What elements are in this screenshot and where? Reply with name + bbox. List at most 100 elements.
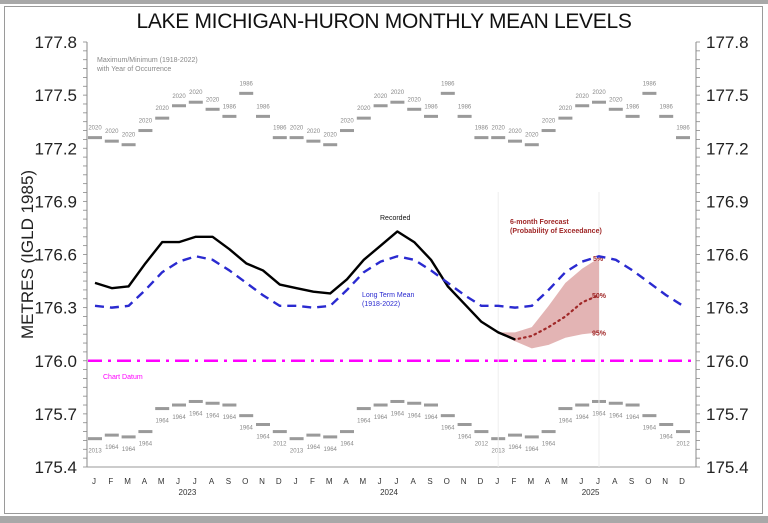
- y-tick-label-right: 175.4: [706, 458, 749, 477]
- y-tick-label-right: 175.7: [706, 405, 749, 424]
- min-year-label: 1964: [408, 413, 422, 419]
- x-tick-label: J: [294, 477, 298, 486]
- extremes-legend-line2: with Year of Occurrence: [96, 66, 171, 73]
- max-year-label: 2020: [508, 129, 522, 135]
- max-level-bar: [104, 139, 119, 143]
- max-level-bar: [474, 136, 489, 140]
- max-year-label: 2020: [357, 106, 371, 112]
- min-level-bar: [88, 437, 102, 441]
- max-year-label: 1986: [223, 104, 237, 110]
- max-level-bar: [575, 104, 590, 108]
- max-year-label: 2020: [307, 129, 321, 135]
- min-level-bar: [390, 399, 405, 403]
- max-level-bar: [541, 129, 556, 133]
- max-level-bar: [138, 129, 153, 133]
- x-tick-label: F: [108, 477, 113, 486]
- extremes-legend-line1: Maximum/Minimum (1918-2022): [97, 57, 198, 64]
- x-tick-label: A: [343, 477, 349, 486]
- min-year-label: 1964: [357, 419, 371, 425]
- y-tick-label-left: 176.9: [34, 192, 77, 211]
- x-tick-label: M: [158, 477, 165, 486]
- max-year-label: 2020: [559, 106, 573, 112]
- min-level-bar: [222, 403, 237, 407]
- y-tick-label-left: 175.4: [34, 458, 77, 477]
- min-year-label: 1964: [424, 415, 438, 421]
- min-year-label: 1964: [206, 413, 220, 419]
- chart-title: LAKE MICHIGAN-HURON MONTHLY MEAN LEVELS: [136, 10, 632, 33]
- max-year-label: 2020: [189, 90, 203, 96]
- year-label: 2025: [582, 488, 600, 497]
- min-year-label: 1964: [139, 442, 153, 448]
- max-level-bar: [356, 116, 371, 120]
- min-year-label: 1964: [391, 411, 405, 417]
- min-level-bar: [676, 430, 690, 434]
- min-year-label: 1964: [223, 415, 237, 421]
- x-tick-label: M: [124, 477, 131, 486]
- x-tick-label: A: [142, 477, 148, 486]
- max-year-label: 2020: [408, 97, 422, 103]
- forecast-95-label: 95%: [592, 330, 607, 337]
- min-level-bar: [172, 403, 186, 407]
- long-term-mean-period: (1918-2022): [362, 301, 400, 308]
- x-tick-label: F: [310, 477, 315, 486]
- max-year-label: 1986: [643, 81, 657, 87]
- max-year-label: 1986: [660, 104, 674, 110]
- max-year-label: 1986: [273, 126, 287, 132]
- min-year-label: 2013: [88, 449, 102, 455]
- min-level-bar: [625, 403, 640, 407]
- max-year-label: 2020: [324, 133, 338, 139]
- x-tick-label: D: [679, 477, 685, 486]
- max-level-bar: [155, 116, 170, 120]
- max-level-bar: [659, 114, 674, 118]
- max-year-label: 2020: [206, 97, 220, 103]
- x-tick-label: O: [645, 477, 651, 486]
- min-year-label: 1964: [576, 415, 590, 421]
- min-level-bar: [155, 407, 170, 411]
- y-tick-label-right: 176.9: [706, 192, 749, 211]
- min-level-bar: [323, 435, 338, 439]
- x-tick-label: A: [209, 477, 215, 486]
- year-label: 2024: [380, 488, 398, 497]
- x-tick-label: O: [444, 477, 450, 486]
- min-year-label: 2013: [290, 449, 304, 455]
- min-level-bar: [508, 433, 522, 437]
- min-year-label: 1964: [508, 445, 522, 451]
- min-level-bar: [440, 414, 455, 418]
- min-year-label: 1964: [458, 435, 472, 441]
- min-year-label: 1964: [609, 413, 623, 419]
- max-year-label: 2020: [576, 94, 590, 100]
- y-tick-label-right: 177.5: [706, 86, 749, 105]
- max-year-label: 2020: [525, 133, 539, 139]
- max-level-bar: [340, 129, 354, 133]
- min-year-label: 1964: [256, 435, 270, 441]
- max-level-bar: [457, 114, 472, 118]
- x-tick-label: N: [662, 477, 668, 486]
- x-tick-label: J: [596, 477, 600, 486]
- x-tick-label: A: [545, 477, 551, 486]
- y-tick-label-right: 176.0: [706, 352, 749, 371]
- max-level-bar: [491, 136, 506, 140]
- x-tick-label: S: [427, 477, 432, 486]
- min-level-bar: [575, 403, 590, 407]
- max-year-label: 2020: [156, 106, 170, 112]
- min-level-bar: [340, 430, 354, 434]
- min-year-label: 1964: [156, 419, 170, 425]
- max-year-label: 1986: [240, 81, 254, 87]
- min-level-bar: [121, 435, 136, 439]
- x-tick-label: M: [561, 477, 568, 486]
- forecast-50-label: 50%: [592, 293, 607, 300]
- long-term-mean-label: Long Term Mean: [362, 292, 415, 299]
- min-level-bar: [373, 403, 388, 407]
- max-level-bar: [188, 100, 203, 104]
- max-level-bar: [608, 107, 623, 111]
- x-tick-label: M: [359, 477, 366, 486]
- max-level-bar: [373, 104, 388, 108]
- min-level-bar: [407, 401, 422, 405]
- y-tick-label-right: 176.6: [706, 246, 749, 265]
- max-year-label: 2020: [139, 119, 153, 125]
- max-level-bar: [239, 91, 254, 95]
- min-year-label: 1964: [340, 442, 354, 448]
- y-tick-label-left: 176.6: [34, 246, 77, 265]
- max-year-label: 1986: [424, 104, 438, 110]
